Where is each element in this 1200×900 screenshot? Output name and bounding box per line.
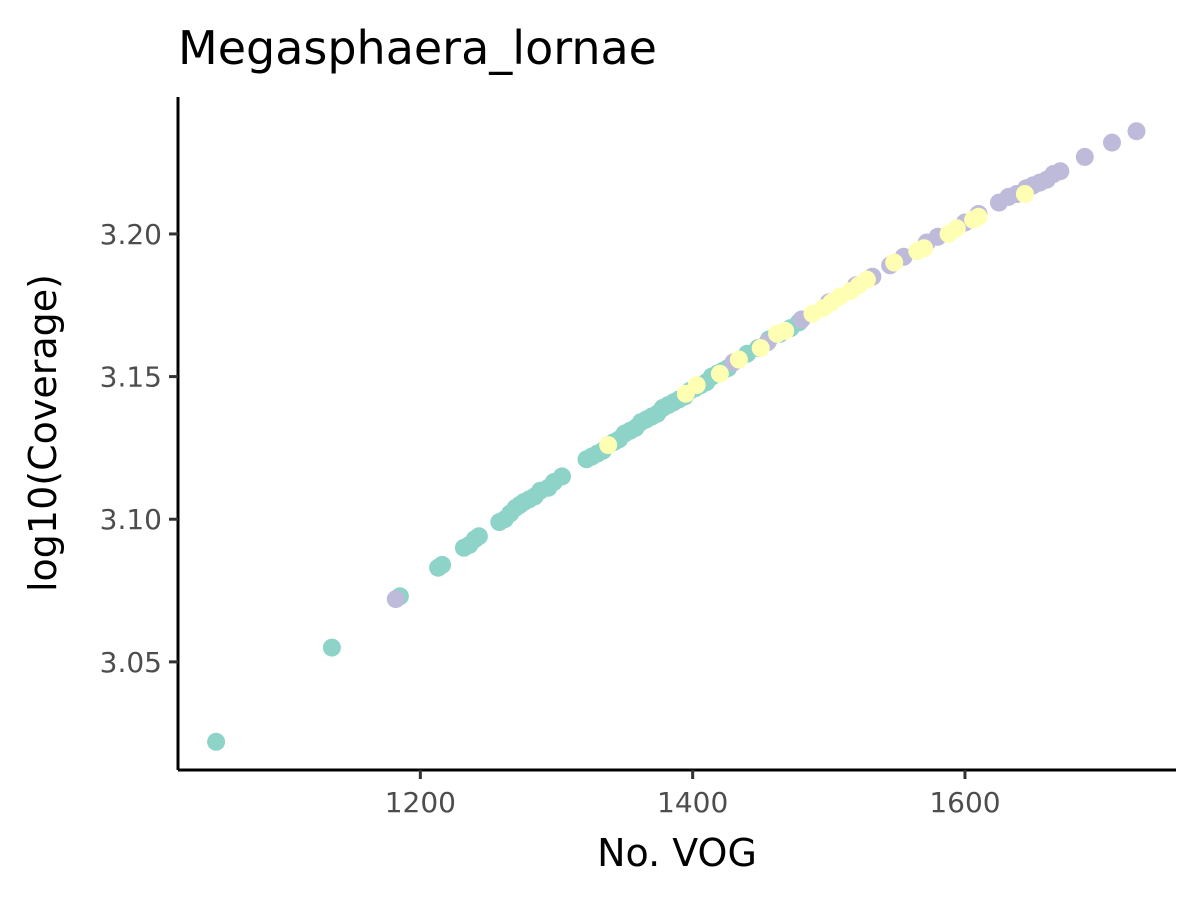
data-point [710,364,729,383]
data-point [915,239,934,258]
data-point [947,219,966,238]
data-point [729,350,748,369]
y-tick-label: 3.15 [100,361,162,394]
data-point [857,270,876,289]
x-axis-ticks: 1200 1400 1600 [385,770,1001,819]
data-point [433,555,452,574]
data-point [776,321,795,340]
data-point [751,339,770,358]
data-point [1051,162,1070,181]
data-point [1103,133,1121,152]
data-point [969,207,988,226]
y-tick-label: 3.10 [100,503,162,536]
y-axis-ticks: 3.05 3.10 3.15 3.20 [100,218,178,679]
y-axis-title: log10(Coverage) [21,274,65,592]
data-point [885,253,904,272]
data-point [1015,185,1034,203]
data-point [207,732,226,751]
chart-title: Megasphaera_lornae [178,21,657,75]
x-tick-label: 1200 [385,786,456,819]
data-point [687,376,706,395]
x-tick-label: 1400 [657,786,728,819]
data-point [1075,147,1094,166]
y-tick-label: 3.05 [100,646,162,679]
points-layer [207,122,1146,751]
data-point [386,590,405,609]
x-axis-title: No. VOG [597,831,757,875]
data-point [469,527,488,546]
data-point [599,436,618,455]
data-point [1127,122,1146,141]
x-tick-label: 1600 [929,786,1000,819]
data-point [322,638,341,657]
y-tick-label: 3.20 [100,218,162,251]
data-point [553,467,571,486]
